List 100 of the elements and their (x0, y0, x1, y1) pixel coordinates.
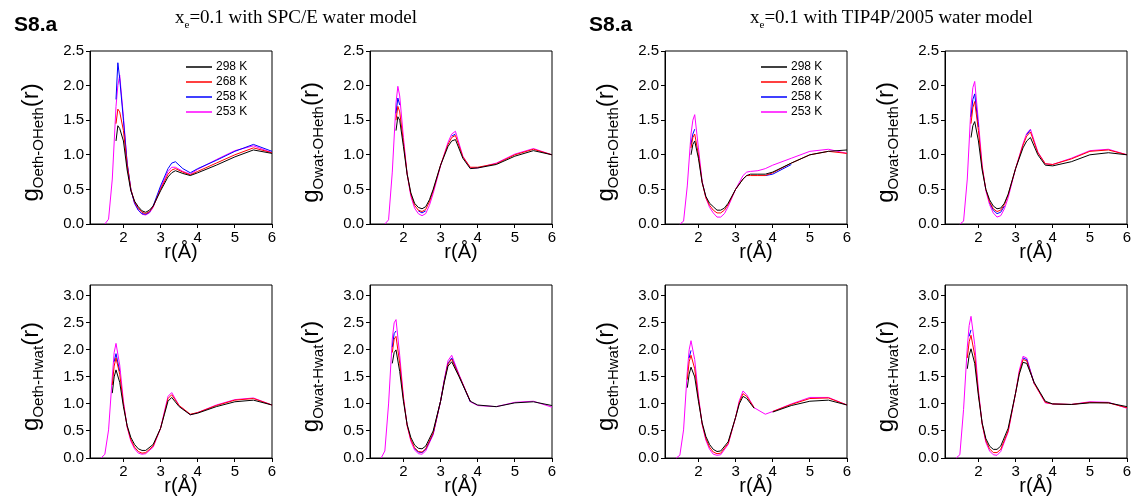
y-tick-label: 1.0 (343, 144, 364, 162)
x-axis-title: r(Å) (739, 240, 773, 263)
y-tick-label: 1.5 (918, 110, 939, 128)
x-tick-label: 2 (974, 462, 983, 480)
x-tick-label: 2 (119, 228, 128, 246)
x-tick-label: 5 (510, 228, 520, 246)
text: x$_{e}$=0.1 with TIP4P/2005 water model (750, 6, 1033, 30)
y-tick-label: 0.5 (343, 179, 364, 197)
y-tick-label: 2.0 (343, 75, 364, 93)
y-tick-label: 2.0 (63, 75, 84, 93)
y-tick-label: 0.5 (918, 421, 939, 439)
y-tick-label: 2.5 (638, 312, 659, 330)
y-tick-label: 3.0 (343, 285, 364, 303)
y-tick-label: 3.0 (918, 285, 939, 303)
y-tick-label: 0.5 (918, 179, 939, 197)
y-tick-label: 0.5 (63, 179, 84, 197)
y-tick-label: 2.0 (638, 75, 659, 93)
text: S8.a (14, 12, 58, 36)
x-axis-title: r(Å) (164, 474, 198, 497)
chart-title: x$_{e}$=0.1 with SPC/E water model (175, 6, 418, 30)
y-tick-label: 1.5 (63, 367, 84, 385)
y-tick-label: 0.5 (63, 421, 84, 439)
y-tick-label: 2.0 (638, 340, 659, 358)
y-tick-label: 0.0 (343, 214, 364, 232)
legend-label: 298 K (216, 59, 248, 74)
x-tick-label: 3 (1011, 462, 1020, 480)
y-tick-label: 1.5 (918, 367, 939, 385)
y-tick-label: 0.0 (638, 448, 659, 466)
x-tick-label: 2 (694, 462, 703, 480)
x-tick-label: 5 (805, 228, 815, 246)
y-tick-label: 1.0 (63, 144, 84, 162)
y-tick-label: 0.5 (638, 421, 659, 439)
x-tick-label: 3 (1011, 228, 1020, 246)
x-tick-label: 6 (1122, 228, 1132, 246)
y-tick-label: 1.5 (63, 110, 84, 128)
y-tick-label: 1.5 (343, 110, 364, 128)
y-tick-label: 0.0 (63, 214, 84, 232)
y-tick-label: 2.5 (343, 312, 364, 330)
x-tick-label: 2 (399, 462, 408, 480)
x-tick-label: 5 (230, 462, 240, 480)
y-tick-label: 0.5 (638, 179, 659, 197)
legend-label: 253 K (791, 104, 823, 119)
y-tick-label: 1.0 (918, 144, 939, 162)
x-tick-label: 6 (267, 228, 277, 246)
legend-label: 298 K (791, 59, 823, 74)
x-tick-label: 5 (510, 462, 520, 480)
x-tick-label: 3 (731, 228, 740, 246)
y-tick-label: 3.0 (63, 285, 84, 303)
legend-label: 258 K (216, 89, 248, 104)
x-tick-label: 2 (399, 228, 408, 246)
y-tick-label: 2.0 (63, 340, 84, 358)
x-tick-label: 3 (436, 462, 445, 480)
x-tick-label: 6 (267, 462, 277, 480)
x-axis-title: r(Å) (1019, 474, 1053, 497)
y-tick-label: 0.0 (343, 448, 364, 466)
y-tick-label: 2.0 (918, 340, 939, 358)
x-tick-label: 6 (842, 462, 852, 480)
y-tick-label: 2.0 (918, 75, 939, 93)
y-tick-label: 0.0 (638, 214, 659, 232)
y-tick-label: 2.5 (638, 41, 659, 59)
y-tick-label: 0.0 (918, 448, 939, 466)
y-tick-label: 2.5 (63, 41, 84, 59)
x-axis-title: r(Å) (444, 474, 478, 497)
legend-label: 258 K (791, 89, 823, 104)
legend-label: 253 K (216, 104, 248, 119)
x-axis-title: r(Å) (739, 474, 773, 497)
y-tick-label: 3.0 (638, 285, 659, 303)
x-axis-title: r(Å) (1019, 240, 1053, 263)
y-tick-label: 1.0 (63, 394, 84, 412)
y-tick-label: 0.5 (343, 421, 364, 439)
y-tick-label: 1.5 (343, 367, 364, 385)
x-tick-label: 6 (842, 228, 852, 246)
x-axis-title: r(Å) (444, 240, 478, 263)
y-tick-label: 2.0 (343, 340, 364, 358)
x-axis-title: r(Å) (164, 240, 198, 263)
x-tick-label: 2 (119, 462, 128, 480)
x-tick-label: 5 (230, 228, 240, 246)
y-tick-label: 1.0 (918, 394, 939, 412)
legend-label: 268 K (791, 74, 823, 89)
legend-label: 268 K (216, 74, 248, 89)
text: S8.a (589, 12, 633, 36)
y-tick-label: 2.5 (918, 312, 939, 330)
x-tick-label: 6 (547, 228, 557, 246)
y-tick-label: 2.5 (63, 312, 84, 330)
x-tick-label: 6 (547, 462, 557, 480)
y-tick-label: 1.0 (638, 144, 659, 162)
y-tick-label: 1.0 (638, 394, 659, 412)
x-tick-label: 5 (805, 462, 815, 480)
y-tick-label: 1.0 (343, 394, 364, 412)
x-tick-label: 6 (1122, 462, 1132, 480)
x-tick-label: 3 (436, 228, 445, 246)
y-tick-label: 2.5 (918, 41, 939, 59)
y-tick-label: 0.0 (63, 448, 84, 466)
y-tick-label: 1.5 (638, 110, 659, 128)
x-tick-label: 2 (974, 228, 983, 246)
x-tick-label: 2 (694, 228, 703, 246)
x-tick-label: 5 (1085, 228, 1095, 246)
x-tick-label: 5 (1085, 462, 1095, 480)
y-tick-label: 1.5 (638, 367, 659, 385)
x-tick-label: 3 (731, 462, 740, 480)
